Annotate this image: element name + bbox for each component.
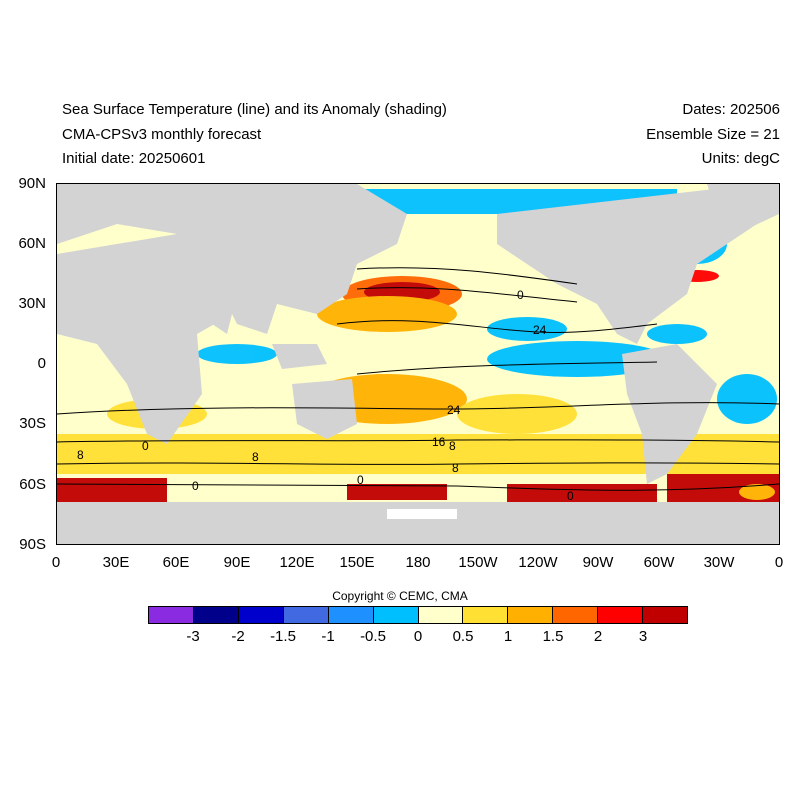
contour-label: 24	[533, 323, 547, 337]
trop-pac-cool-3	[197, 344, 277, 364]
colorbar-box	[283, 607, 329, 623]
title-left-1: Sea Surface Temperature (line) and its A…	[62, 101, 447, 118]
colorbar-box	[193, 607, 239, 623]
colorbar-label: -0.5	[360, 628, 386, 645]
ytick-30n: 30N	[18, 295, 46, 312]
xtick-30w: 30W	[703, 554, 735, 571]
south-america-land	[622, 344, 717, 484]
xtick-0: 0	[51, 554, 61, 571]
contour-0s	[57, 483, 779, 491]
colorbar-box	[598, 607, 644, 623]
xtick-90e: 90E	[223, 554, 251, 571]
southern-orange-spot	[739, 484, 775, 500]
southern-strong-warm	[57, 478, 167, 502]
colorbar-box	[643, 607, 688, 623]
ytick-90s: 90S	[19, 536, 46, 553]
map-panel: 24 24 16 8 8 8 0 0 0 0 0 8	[56, 183, 780, 545]
land	[57, 184, 779, 544]
ytick-60n: 60N	[18, 235, 46, 252]
north-america-land	[497, 184, 757, 344]
contour-label: 0	[567, 489, 574, 503]
contour-24s	[57, 402, 779, 415]
colorbar-label: 3	[638, 628, 648, 645]
npac-orange	[317, 296, 457, 332]
contour-8s	[57, 462, 779, 465]
ytick-60s: 60S	[19, 476, 46, 493]
trop-pac-cool	[487, 341, 667, 377]
colorbar-label: -2	[231, 628, 245, 645]
colorbar-label: 0	[413, 628, 423, 645]
colorbar-box	[373, 607, 419, 623]
colorbar-label: 1.5	[542, 628, 564, 645]
australia-land	[292, 379, 357, 439]
contour-label: 8	[252, 450, 259, 464]
colorbar-box	[149, 607, 194, 623]
sst-contours	[57, 267, 779, 491]
s-sub-orange-3	[457, 394, 577, 434]
africa-land	[57, 234, 232, 444]
colorbar-label: -1.5	[270, 628, 296, 645]
trop-atl-cool-2	[647, 324, 707, 344]
contour-24n	[336, 320, 658, 333]
xtick-150e: 150E	[339, 554, 375, 571]
colorbar-box	[463, 607, 509, 623]
trop-atl-cool	[717, 374, 777, 424]
contour-label: 8	[452, 461, 459, 475]
title-right-3: Units: degC	[701, 150, 780, 167]
contour-label: 24	[447, 403, 461, 417]
colorbar-label: 1	[503, 628, 513, 645]
ytick-0: 0	[37, 355, 46, 372]
xtick-30e: 30E	[102, 554, 130, 571]
contour-labels: 24 24 16 8 8 8 0 0 0 0 0 8	[77, 288, 574, 503]
colorbar-label: 0.5	[452, 628, 474, 645]
india-land	[202, 294, 237, 334]
colorbar-box	[508, 607, 554, 623]
title-left-2: CMA-CPSv3 monthly forecast	[62, 126, 262, 143]
contour-label: 0	[517, 288, 524, 302]
colorbar-box	[418, 607, 464, 623]
xtick-90w: 90W	[582, 554, 614, 571]
contour-16s	[57, 439, 779, 443]
antarctica-land	[57, 502, 779, 544]
sst-map-svg: 24 24 16 8 8 8 0 0 0 0 0 8	[57, 184, 779, 544]
xtick-120e: 120E	[279, 554, 315, 571]
colorbar-box	[238, 607, 284, 623]
antarctica-coast	[387, 509, 457, 519]
contour-16n	[356, 287, 578, 303]
southern-strong-warm-2	[347, 484, 447, 500]
xtick-150w: 150W	[458, 554, 498, 571]
contour-eq	[356, 361, 658, 375]
contour-8n	[356, 267, 578, 285]
xtick-0-end: 0	[774, 554, 784, 571]
contour-label: 8	[449, 439, 456, 453]
contour-label: 0	[142, 439, 149, 453]
contour-label: 16	[432, 435, 446, 449]
greenland-land	[707, 184, 779, 229]
xtick-120w: 120W	[518, 554, 558, 571]
xtick-60w: 60W	[643, 554, 675, 571]
colorbar-label: -1	[321, 628, 335, 645]
colorbar-label: -3	[186, 628, 200, 645]
trop-pac-cool-2	[487, 317, 567, 341]
xtick-60e: 60E	[162, 554, 190, 571]
colorbar-box	[553, 607, 599, 623]
xtick-180: 180	[405, 554, 431, 571]
ytick-30s: 30S	[19, 415, 46, 432]
colorbar	[148, 606, 688, 624]
ytick-90n: 90N	[18, 175, 46, 192]
colorbar-box	[328, 607, 374, 623]
maritime-continent	[272, 344, 327, 369]
contour-label: 0	[357, 473, 364, 487]
title-right-1: Dates: 202506	[682, 101, 780, 118]
contour-label: 8	[77, 448, 84, 462]
title-left-3: Initial date: 20250601	[62, 150, 206, 167]
copyright-text: Copyright © CEMC, CMA	[332, 589, 468, 603]
colorbar-label: 2	[593, 628, 603, 645]
contour-label: 0	[192, 479, 199, 493]
eurasia-land	[57, 184, 407, 334]
title-right-2: Ensemble Size = 21	[646, 126, 780, 143]
